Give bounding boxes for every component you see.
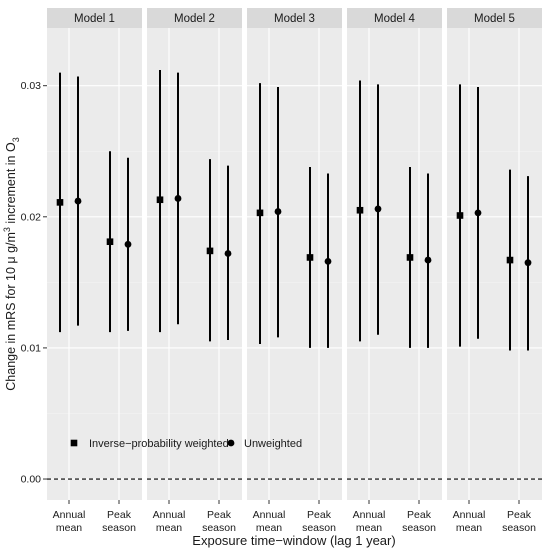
point-circle [474,209,482,217]
x-tick-label: mean [456,522,482,534]
y-tick-label: 0.03 [21,80,42,92]
point-circle [174,195,182,202]
x-axis: AnnualmeanPeakseasonAnnualmeanPeakseason… [53,500,536,534]
point-square [506,256,514,264]
legend: Inverse−probability weighted Unweighted [70,438,302,450]
point-square [256,209,264,217]
x-tick-label: season [202,522,236,534]
x-tick-label: mean [256,522,282,534]
facet-strip-label: Model 5 [474,13,515,25]
x-tick-label: Annual [153,509,186,521]
y-tick-label: 0.02 [21,211,42,223]
facet-strip-label: Model 2 [174,13,215,25]
facet-strip [347,8,442,28]
x-tick-label: season [502,522,536,534]
data-marks [56,69,532,351]
y-axis-title: Change in mRS for 10 μ g/m3 increment in… [2,137,21,390]
point-circle [224,250,232,257]
point-circle [524,259,532,267]
x-tick-label: Peak [407,509,432,521]
point-square [456,212,464,219]
facet-strip [247,8,342,28]
facet-panel [47,28,142,500]
x-tick-label: mean [156,522,182,534]
facet-strips: Model 1 Model 2 Model 3 Model 4 Model 5 [47,8,542,28]
y-axis: 0.00 0.01 0.02 0.03 [21,80,47,486]
point-circle [74,197,82,205]
x-tick-label: mean [56,522,82,534]
point-square [406,254,414,261]
x-tick-label: Annual [453,509,486,521]
facet-strip-label: Model 3 [274,13,315,25]
y-tick-label: 0.01 [21,342,42,354]
point-square [156,196,164,204]
facet-panel [147,28,242,500]
facet-strip [147,8,242,28]
point-circle [424,256,432,264]
x-axis-title: Exposure time−window (lag 1 year) [192,533,395,548]
point-square [206,247,214,255]
point-square [306,254,314,261]
x-tick-label: mean [356,522,382,534]
x-tick-label: season [402,522,436,534]
x-tick-label: Annual [253,509,286,521]
x-tick-label: season [102,522,136,534]
facet-panel [347,28,442,500]
point-square [356,206,364,214]
x-tick-label: Annual [53,509,86,521]
point-square [56,199,64,206]
x-tick-label: Peak [507,509,532,521]
point-square [106,238,114,246]
point-circle [324,257,332,265]
facet-strip [447,8,542,28]
point-circle [274,208,282,215]
x-tick-label: Annual [353,509,386,521]
facet-strip [47,8,142,28]
x-tick-label: Peak [207,509,232,521]
facet-strip-label: Model 1 [74,13,115,25]
legend-key-square [70,439,78,447]
facet-strip-label: Model 4 [374,13,416,25]
legend-label: Unweighted [244,438,302,450]
x-tick-label: Peak [107,509,132,521]
x-tick-label: Peak [307,509,332,521]
point-circle [374,205,382,213]
legend-key-circle [227,439,235,447]
y-tick-label: 0.00 [21,474,42,486]
legend-label: Inverse−probability weighted [89,438,229,450]
point-circle [124,240,132,248]
x-tick-label: season [302,522,336,534]
facet-panels [47,28,542,500]
